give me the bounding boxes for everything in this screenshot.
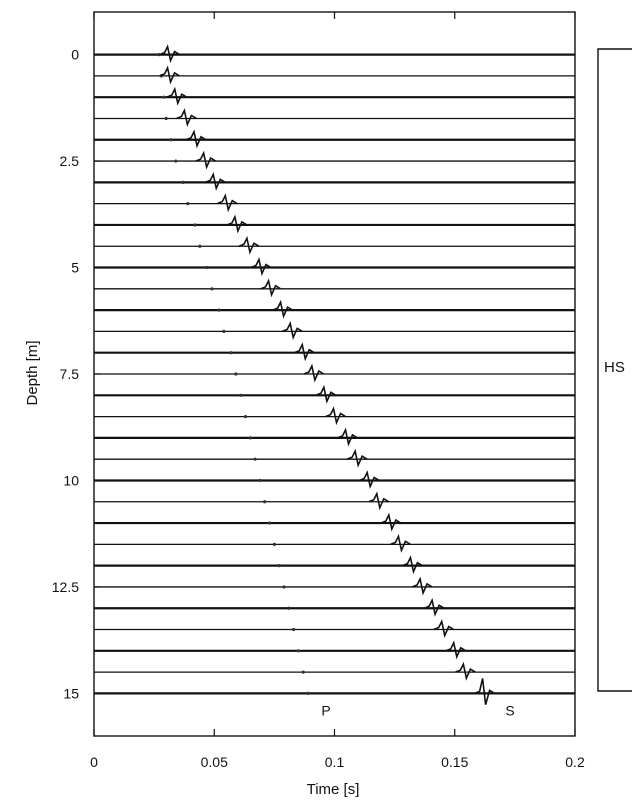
p-arrival-point <box>222 329 226 334</box>
x-tick-label: 0.15 <box>441 754 468 770</box>
s-arrival-wavelet <box>455 661 476 681</box>
p-arrival-point <box>217 308 221 312</box>
s-arrival-wavelet <box>238 235 260 255</box>
label-layer: Time [s] Depth [m] HS <box>24 340 625 798</box>
p-arrival-point <box>306 691 310 696</box>
s-arrival-wavelet <box>346 448 368 468</box>
s-arrival-wavelet <box>195 150 217 170</box>
p-arrival-point <box>277 564 281 568</box>
s-arrival-wavelet <box>226 214 248 234</box>
side-label-hs: HS <box>604 359 625 376</box>
s-arrival-wavelet <box>303 363 325 383</box>
y-tick-label: 15 <box>63 685 79 701</box>
side-annotation-bracket <box>597 48 632 692</box>
y-tick-label: 2.5 <box>60 153 80 169</box>
s-arrival-wavelet <box>159 44 180 64</box>
s-arrival-wavelet <box>159 65 180 85</box>
p-arrival-point <box>198 244 202 248</box>
p-arrival-point <box>229 351 233 355</box>
y-tick-label: 5 <box>71 260 79 276</box>
y-axis-label: Depth [m] <box>24 340 41 405</box>
p-arrival-point <box>181 180 185 184</box>
s-arrival-wavelet <box>423 597 445 617</box>
y-tick-label: 10 <box>63 472 79 488</box>
s-arrival-wavelet <box>433 619 455 639</box>
p-arrival-point <box>253 457 257 461</box>
s-arrival-wavelet <box>216 193 238 213</box>
s-arrival-wavelet <box>166 86 188 106</box>
p-arrival-point <box>205 265 209 270</box>
y-tick-label: 12.5 <box>52 579 79 595</box>
s-arrival-wavelet <box>411 576 433 596</box>
p-arrival-point <box>282 585 286 589</box>
p-arrival-point <box>210 287 214 291</box>
s-arrival-wavelet <box>204 171 226 191</box>
p-arrival-point <box>267 521 272 525</box>
y-tick-label: 7.5 <box>60 366 80 382</box>
s-arrival-wavelet <box>474 678 496 705</box>
p-arrival-point <box>174 159 178 163</box>
p-arrival-point <box>186 202 190 206</box>
trace-layer <box>94 53 575 695</box>
s-arrival-wavelet <box>380 512 402 532</box>
s-arrival-wavelet <box>281 321 303 340</box>
p-arrival-point <box>258 478 262 483</box>
p-arrival-point <box>243 414 248 419</box>
s-arrival-wavelet <box>325 406 346 426</box>
x-axis-label: Time [s] <box>307 781 360 798</box>
s-arrival-wavelet <box>315 384 337 404</box>
wave-label-p: P <box>321 702 330 718</box>
s-arrival-wavelet <box>402 555 423 575</box>
s-arrival-wavelet <box>185 129 207 149</box>
p-arrival-point <box>193 223 197 227</box>
x-tick-label: 0.1 <box>325 754 345 770</box>
p-arrival-point <box>296 649 301 653</box>
s-arrival-wavelet <box>358 470 380 490</box>
s-arrival-wavelet <box>293 342 315 362</box>
s-arrival-wavelet <box>368 491 390 511</box>
p-arrival-point <box>263 500 267 504</box>
y-tick-label: 0 <box>71 47 79 63</box>
p-arrival-point <box>287 606 291 610</box>
s-arrival-wavelet <box>260 278 281 298</box>
s-arrival-wavelet <box>337 427 358 447</box>
x-tick-label: 0 <box>90 754 98 770</box>
p-arrival-point <box>169 138 173 142</box>
series-layer <box>157 44 496 705</box>
x-tick-label: 0.05 <box>201 754 228 770</box>
axis-layer: 0 0.05 0.1 0.15 0.2 0 2.5 5 7.5 10 12.5 15 P S <box>52 12 585 770</box>
p-arrival-point <box>248 436 252 440</box>
s-arrival-wavelet <box>390 533 411 553</box>
p-arrival-point <box>239 393 243 397</box>
p-arrival-point <box>164 116 168 121</box>
wave-label-s: S <box>505 702 514 718</box>
x-tick-label: 0.2 <box>565 754 585 770</box>
p-arrival-point <box>292 627 296 632</box>
s-arrival-wavelet <box>176 108 197 128</box>
s-arrival-wavelet <box>272 299 294 319</box>
p-arrival-point <box>234 372 238 376</box>
p-arrival-point <box>162 95 166 99</box>
s-arrival-wavelet <box>250 257 272 277</box>
s-arrival-wavelet <box>445 640 467 660</box>
p-arrival-point <box>301 670 305 674</box>
p-arrival-point <box>272 542 276 546</box>
